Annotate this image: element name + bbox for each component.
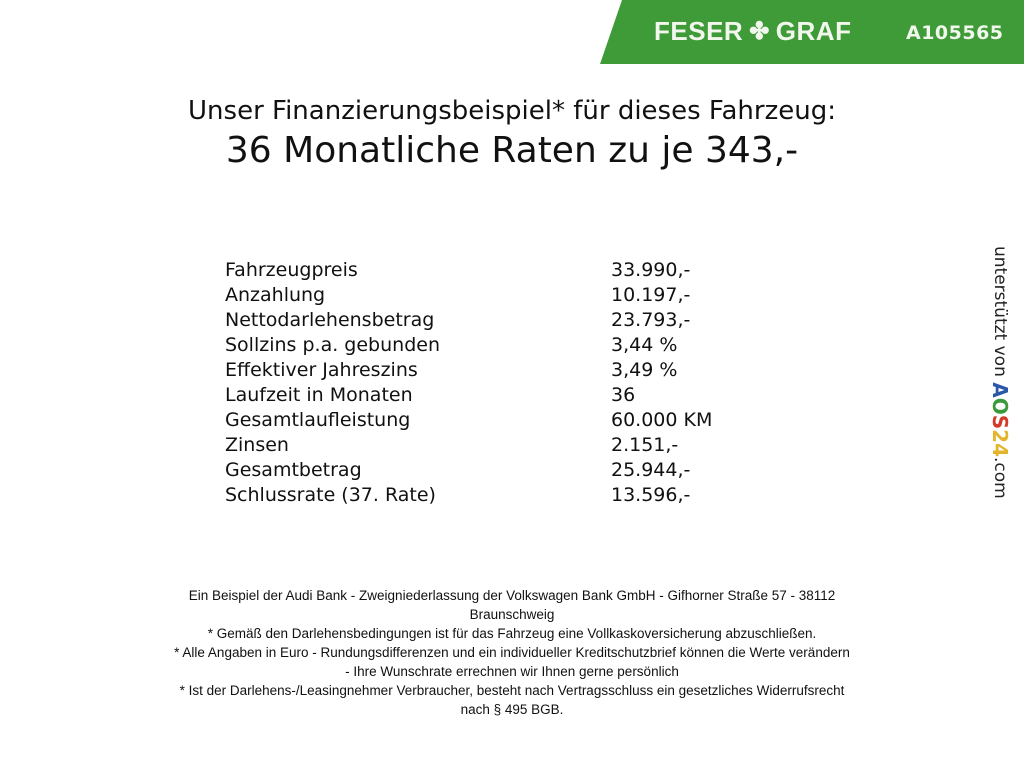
row-label: Effektiver Jahreszins (225, 359, 418, 381)
row-value: 13.596,- (611, 484, 691, 506)
row-value: 2.151,- (611, 434, 679, 456)
row-label: Gesamtlaufleistung (225, 409, 411, 431)
vehicle-code: A105565 (906, 22, 1004, 44)
sponsor-prefix: unterstützt von (990, 246, 1010, 383)
brand-left: FESER (654, 16, 744, 46)
row-label: Sollzins p.a. gebunden (225, 334, 440, 356)
header-banner (600, 0, 1024, 64)
table-row: Schlussrate (37. Rate) 13.596,- (225, 483, 712, 508)
table-row: Zinsen 2.151,- (225, 433, 712, 458)
row-value: 3,44 % (611, 334, 678, 356)
clover-icon: ✤ (749, 18, 770, 45)
table-row: Gesamtbetrag 25.944,- (225, 458, 712, 483)
table-row: Anzahlung 10.197,- (225, 283, 712, 308)
row-value: 36 (611, 384, 636, 406)
financing-table: Fahrzeugpreis 33.990,- Anzahlung 10.197,- Ne… (225, 258, 712, 508)
footer-line: nach § 495 BGB. (460, 702, 564, 717)
footer-line: * Ist der Darlehens-/Leasingnehmer Verbr… (179, 683, 845, 698)
footer-line: * Gemäß den Darlehensbedingungen ist für… (207, 626, 817, 641)
footer-line: - Ihre Wunschrate errechnen wir Ihnen ge… (345, 664, 679, 679)
row-value: 23.793,- (611, 309, 691, 331)
row-label: Nettodarlehensbetrag (225, 309, 435, 331)
footer-disclaimer: Ein Beispiel der Audi Bank - Zweignieder… (0, 586, 1024, 719)
row-label: Laufzeit in Monaten (225, 384, 413, 406)
row-value: 10.197,- (611, 284, 691, 306)
sponsor-suffix: .com (990, 457, 1010, 499)
sponsor-note: unterstützt von AOS24.com (988, 246, 1012, 499)
table-row: Fahrzeugpreis 33.990,- (225, 258, 712, 283)
row-label: Fahrzeugpreis (225, 259, 358, 281)
footer-line: Ein Beispiel der Audi Bank - Zweignieder… (188, 588, 836, 603)
row-label: Gesamtbetrag (225, 459, 362, 481)
brand-right: GRAF (775, 16, 852, 46)
table-row: Nettodarlehensbetrag 23.793,- (225, 308, 712, 333)
footer-line: * Alle Angaben in Euro - Rundungsdiffere… (174, 645, 850, 660)
table-row: Gesamtlaufleistung 60.000 KM (225, 408, 712, 433)
row-value: 3,49 % (611, 359, 678, 381)
table-row: Sollzins p.a. gebunden 3,44 % (225, 333, 712, 358)
table-row: Effektiver Jahreszins 3,49 % (225, 358, 712, 383)
page-title: Unser Finanzierungsbeispiel* für dieses … (188, 96, 836, 126)
aos24-logo: AOS24 (988, 382, 1012, 458)
row-label: Anzahlung (225, 284, 326, 306)
brand-logo: FESER ✤ GRAF (654, 16, 851, 47)
rate-headline: 36 Monatliche Raten zu je 343,- (225, 130, 799, 171)
row-value: 33.990,- (611, 259, 691, 281)
footer-line: Braunschweig (469, 607, 555, 622)
row-value: 25.944,- (611, 459, 691, 481)
row-label: Zinsen (225, 434, 289, 456)
row-label: Schlussrate (37. Rate) (225, 484, 436, 506)
row-value: 60.000 KM (611, 409, 713, 431)
table-row: Laufzeit in Monaten 36 (225, 383, 712, 408)
